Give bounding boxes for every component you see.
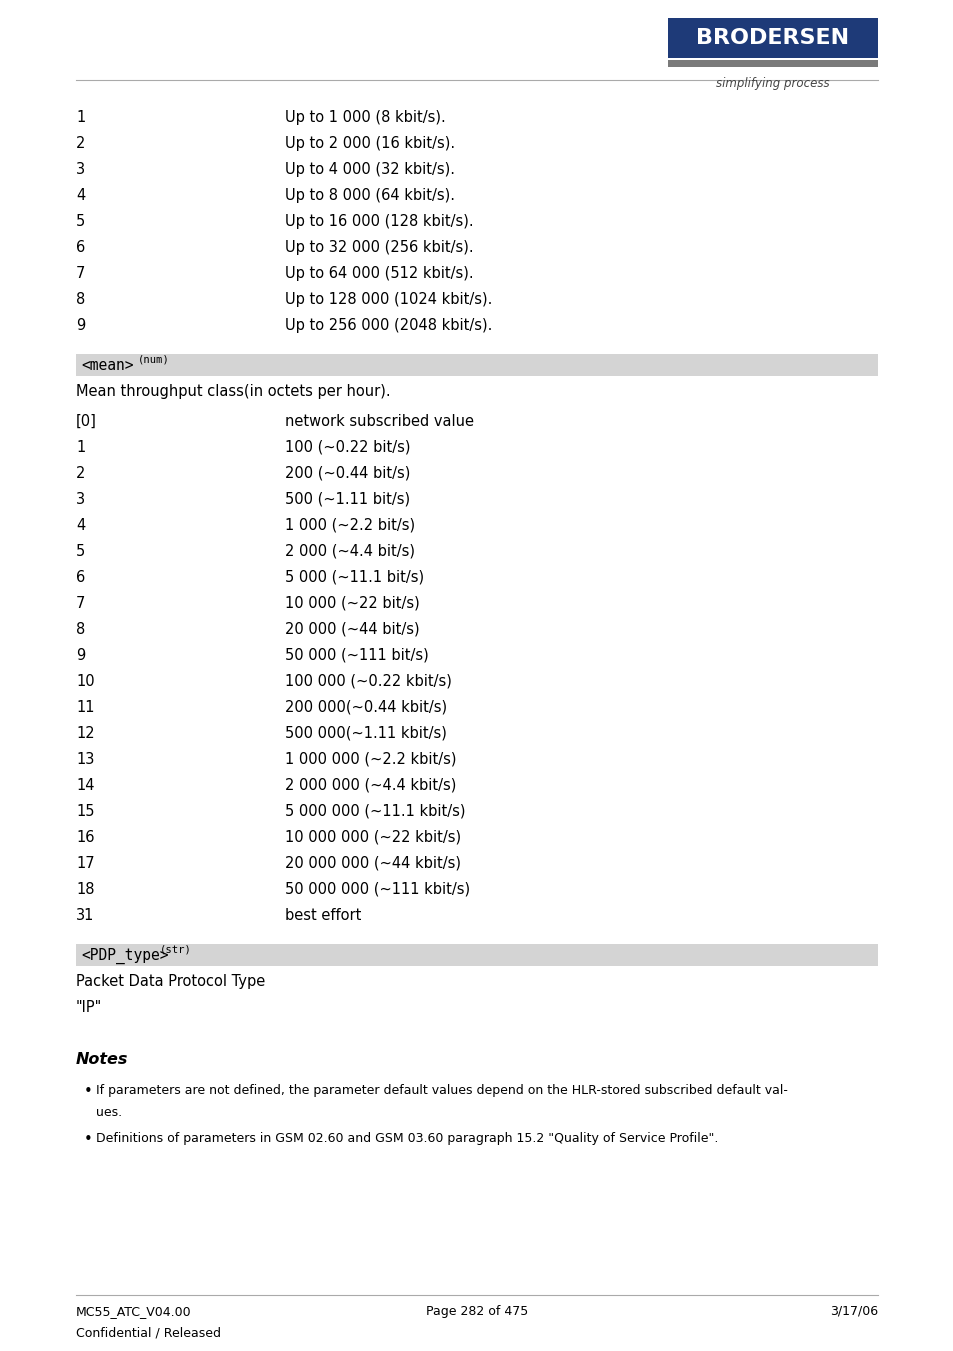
- Text: 13: 13: [76, 753, 94, 767]
- Text: 3: 3: [76, 162, 85, 177]
- Text: 4: 4: [76, 188, 85, 203]
- Text: 18: 18: [76, 882, 94, 897]
- Text: 8: 8: [76, 292, 85, 307]
- Text: 15: 15: [76, 804, 94, 819]
- FancyBboxPatch shape: [76, 944, 877, 966]
- Text: 20 000 (~44 bit/s): 20 000 (~44 bit/s): [285, 621, 419, 638]
- Text: 2 000 (~4.4 bit/s): 2 000 (~4.4 bit/s): [285, 544, 415, 559]
- Text: 5 000 (~11.1 bit/s): 5 000 (~11.1 bit/s): [285, 570, 424, 585]
- Text: •: •: [84, 1132, 92, 1147]
- Text: network subscribed value: network subscribed value: [285, 413, 474, 430]
- Text: 7: 7: [76, 266, 85, 281]
- Text: Up to 64 000 (512 kbit/s).: Up to 64 000 (512 kbit/s).: [285, 266, 473, 281]
- Text: 10: 10: [76, 674, 94, 689]
- Text: "IP": "IP": [76, 1000, 102, 1015]
- Text: 100 (~0.22 bit/s): 100 (~0.22 bit/s): [285, 440, 410, 455]
- Text: Up to 256 000 (2048 kbit/s).: Up to 256 000 (2048 kbit/s).: [285, 317, 492, 332]
- Text: Definitions of parameters in GSM 02.60 and GSM 03.60 paragraph 15.2 "Quality of : Definitions of parameters in GSM 02.60 a…: [96, 1132, 718, 1146]
- Text: Mean throughput class(in octets per hour).: Mean throughput class(in octets per hour…: [76, 384, 390, 399]
- Text: Up to 8 000 (64 kbit/s).: Up to 8 000 (64 kbit/s).: [285, 188, 455, 203]
- Text: 9: 9: [76, 317, 85, 332]
- Text: 6: 6: [76, 240, 85, 255]
- Text: 2: 2: [76, 136, 85, 151]
- Text: 14: 14: [76, 778, 94, 793]
- FancyBboxPatch shape: [667, 18, 877, 58]
- Text: Up to 32 000 (256 kbit/s).: Up to 32 000 (256 kbit/s).: [285, 240, 473, 255]
- Text: 2: 2: [76, 466, 85, 481]
- Text: BRODERSEN: BRODERSEN: [696, 28, 849, 49]
- Text: 50 000 000 (~111 kbit/s): 50 000 000 (~111 kbit/s): [285, 882, 470, 897]
- Text: Up to 2 000 (16 kbit/s).: Up to 2 000 (16 kbit/s).: [285, 136, 455, 151]
- Text: (str): (str): [160, 944, 192, 955]
- Text: MC55_ATC_V04.00: MC55_ATC_V04.00: [76, 1305, 192, 1319]
- Text: 20 000 000 (~44 kbit/s): 20 000 000 (~44 kbit/s): [285, 857, 460, 871]
- Text: Packet Data Protocol Type: Packet Data Protocol Type: [76, 974, 265, 989]
- Text: Up to 16 000 (128 kbit/s).: Up to 16 000 (128 kbit/s).: [285, 213, 473, 230]
- Text: (num): (num): [138, 355, 170, 365]
- Text: 17: 17: [76, 857, 94, 871]
- Text: 6: 6: [76, 570, 85, 585]
- Text: Page 282 of 475: Page 282 of 475: [425, 1305, 528, 1319]
- Text: If parameters are not defined, the parameter default values depend on the HLR-st: If parameters are not defined, the param…: [96, 1084, 787, 1097]
- Text: 50 000 (~111 bit/s): 50 000 (~111 bit/s): [285, 648, 428, 663]
- Text: 200 (~0.44 bit/s): 200 (~0.44 bit/s): [285, 466, 410, 481]
- Text: <mean>: <mean>: [81, 358, 133, 373]
- Text: 1 000 000 (~2.2 kbit/s): 1 000 000 (~2.2 kbit/s): [285, 753, 456, 767]
- Text: 9: 9: [76, 648, 85, 663]
- Text: •: •: [84, 1084, 92, 1098]
- Text: simplifying process: simplifying process: [716, 77, 829, 89]
- Text: 2 000 000 (~4.4 kbit/s): 2 000 000 (~4.4 kbit/s): [285, 778, 456, 793]
- Text: 12: 12: [76, 725, 94, 740]
- Text: Up to 1 000 (8 kbit/s).: Up to 1 000 (8 kbit/s).: [285, 109, 445, 126]
- Text: Up to 128 000 (1024 kbit/s).: Up to 128 000 (1024 kbit/s).: [285, 292, 492, 307]
- Text: 11: 11: [76, 700, 94, 715]
- FancyBboxPatch shape: [76, 354, 877, 376]
- Text: 10 000 000 (~22 kbit/s): 10 000 000 (~22 kbit/s): [285, 830, 460, 844]
- Text: 1: 1: [76, 440, 85, 455]
- Text: 4: 4: [76, 517, 85, 534]
- Text: Up to 4 000 (32 kbit/s).: Up to 4 000 (32 kbit/s).: [285, 162, 455, 177]
- Text: 5: 5: [76, 213, 85, 230]
- Text: 16: 16: [76, 830, 94, 844]
- Text: 8: 8: [76, 621, 85, 638]
- Text: 5: 5: [76, 544, 85, 559]
- Text: 1 000 (~2.2 bit/s): 1 000 (~2.2 bit/s): [285, 517, 415, 534]
- Text: 10 000 (~22 bit/s): 10 000 (~22 bit/s): [285, 596, 419, 611]
- Text: 500 (~1.11 bit/s): 500 (~1.11 bit/s): [285, 492, 410, 507]
- Text: 1: 1: [76, 109, 85, 126]
- Text: [0]: [0]: [76, 413, 97, 430]
- Text: 31: 31: [76, 908, 94, 923]
- Text: ues.: ues.: [96, 1106, 122, 1119]
- Text: 100 000 (~0.22 kbit/s): 100 000 (~0.22 kbit/s): [285, 674, 452, 689]
- Text: 200 000(~0.44 kbit/s): 200 000(~0.44 kbit/s): [285, 700, 447, 715]
- Text: 3/17/06: 3/17/06: [829, 1305, 877, 1319]
- Text: 500 000(~1.11 kbit/s): 500 000(~1.11 kbit/s): [285, 725, 446, 740]
- Text: Confidential / Released: Confidential / Released: [76, 1327, 221, 1340]
- Text: best effort: best effort: [285, 908, 361, 923]
- Text: 3: 3: [76, 492, 85, 507]
- Text: 7: 7: [76, 596, 85, 611]
- Text: 5 000 000 (~11.1 kbit/s): 5 000 000 (~11.1 kbit/s): [285, 804, 465, 819]
- Text: <PDP_type>: <PDP_type>: [81, 948, 169, 965]
- FancyBboxPatch shape: [667, 59, 877, 68]
- Text: Notes: Notes: [76, 1052, 129, 1067]
